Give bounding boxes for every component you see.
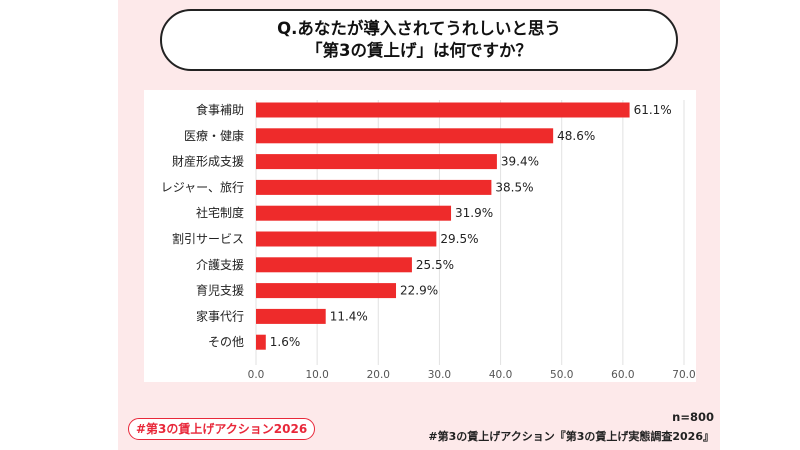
category-label: 家事代行 <box>196 308 244 323</box>
value-label: 1.6% <box>270 335 301 349</box>
category-label: 介護支援 <box>196 257 244 272</box>
value-label: 11.4% <box>330 309 368 323</box>
sample-size-note: n=800 <box>672 410 714 424</box>
category-label: その他 <box>208 335 244 349</box>
category-label: 食事補助 <box>196 102 244 117</box>
bar <box>256 308 326 324</box>
value-label: 31.9% <box>455 206 493 220</box>
category-label: 財産形成支援 <box>172 154 244 169</box>
x-tick-label: 10.0 <box>305 369 328 381</box>
hashtag-badge: #第3の賃上げアクション2026 <box>128 418 316 440</box>
slide-background: Q.あなたが導入されてうれしいと思う 「第3の賃上げ」は何ですか？ 0.0 10.… <box>118 0 720 450</box>
value-label: 25.5% <box>416 258 454 272</box>
category-label: 医療・健康 <box>184 128 244 143</box>
category-label: 割引サービス <box>172 231 244 246</box>
bar <box>256 179 492 195</box>
x-tick-label: 70.0 <box>672 369 695 381</box>
bar-chart: 0.0 10.0 20.0 30.0 40.0 50.0 60.0 70.0 食事補助 61.1%… <box>161 100 696 381</box>
value-label: 61.1% <box>634 103 672 117</box>
bar <box>256 257 412 273</box>
bar <box>256 102 630 118</box>
source-note: #第3の賃上げアクション『第3の賃上げ実態調査2026』 <box>428 430 714 443</box>
bar <box>256 334 266 350</box>
value-label: 48.6% <box>557 129 595 143</box>
value-label: 22.9% <box>400 284 438 298</box>
value-label: 39.4% <box>501 155 539 169</box>
bar <box>256 128 554 144</box>
category-label: 育児支援 <box>196 283 244 298</box>
chart-panel: 0.0 10.0 20.0 30.0 40.0 50.0 60.0 70.0 食事補助 61.1%… <box>144 90 696 382</box>
question-line-2: 「第3の賃上げ」は何ですか？ <box>306 41 532 60</box>
x-tick-label: 50.0 <box>550 369 573 381</box>
category-label: 社宅制度 <box>196 205 244 220</box>
x-tick-label: 0.0 <box>248 369 265 381</box>
question-box: Q.あなたが導入されてうれしいと思う 「第3の賃上げ」は何ですか？ <box>160 9 678 71</box>
bar <box>256 205 452 221</box>
value-label: 29.5% <box>440 232 478 246</box>
question-line-1: Q.あなたが導入されてうれしいと思う <box>277 19 561 38</box>
bar <box>256 154 497 170</box>
bar <box>256 231 437 247</box>
x-tick-label: 20.0 <box>367 369 390 381</box>
x-tick-label: 40.0 <box>489 369 512 381</box>
x-tick-label: 30.0 <box>428 369 451 381</box>
x-tick-label: 60.0 <box>611 369 634 381</box>
bar <box>256 283 397 299</box>
category-label: レジャー、旅行 <box>161 180 244 194</box>
value-label: 38.5% <box>495 180 533 194</box>
